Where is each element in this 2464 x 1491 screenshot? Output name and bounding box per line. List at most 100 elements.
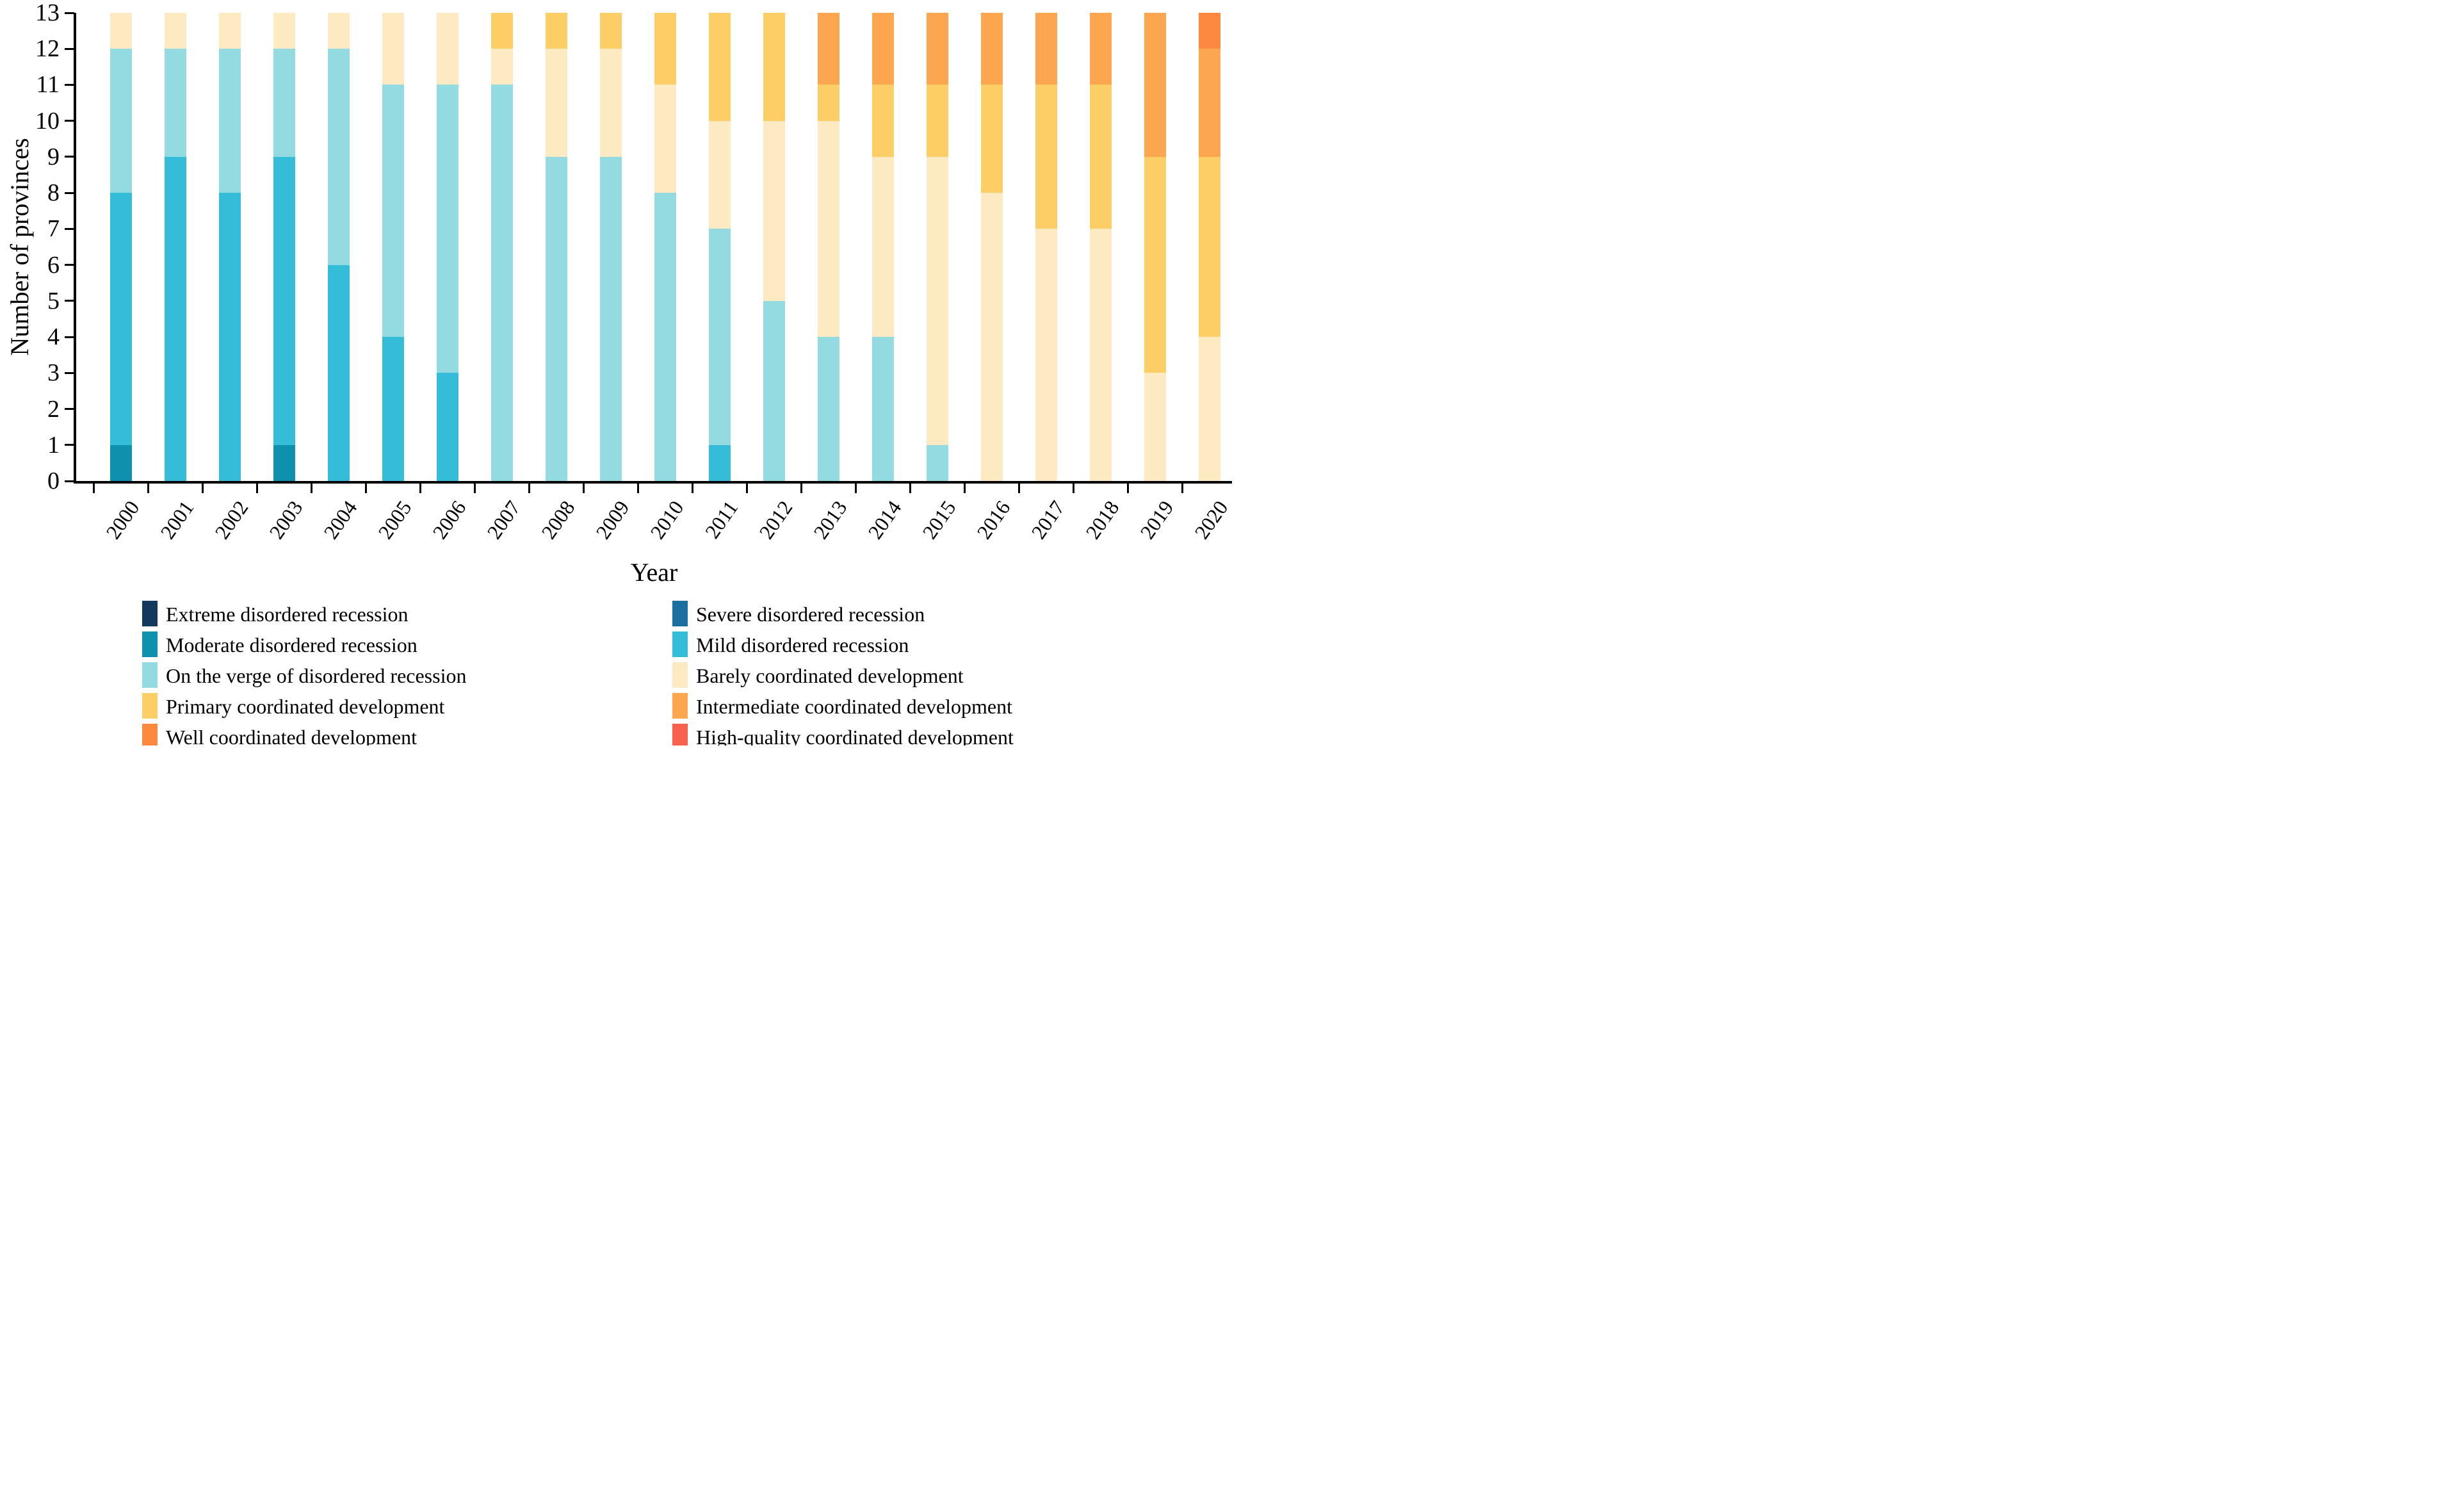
bar-segment (1199, 156, 1220, 338)
legend-label: Severe disordered recession (696, 603, 925, 626)
legend-item: High-quality coordinated development (672, 724, 1014, 745)
bar-segment (818, 13, 839, 85)
legend-item: Severe disordered recession (672, 601, 925, 628)
y-tick-label: 3 (47, 359, 60, 387)
legend-swatch (672, 724, 688, 745)
y-tick-label: 9 (47, 143, 60, 170)
bar-segment (709, 444, 731, 481)
y-axis-tick-mark (65, 47, 74, 50)
bar-segment (546, 13, 567, 49)
x-axis-tick-mark (1127, 484, 1129, 493)
legend-label: Extreme disordered recession (166, 603, 409, 626)
y-axis-tick-mark (65, 156, 74, 158)
x-axis-tick-mark (311, 484, 312, 493)
x-tick-label: 2020 (1190, 496, 1232, 544)
bar-segment (219, 49, 241, 193)
y-tick-label: 4 (47, 323, 60, 351)
legend-swatch (672, 601, 688, 626)
legend-item: Primary coordinated development (142, 693, 444, 720)
x-tick-label: 2011 (700, 496, 743, 543)
bar-segment (1144, 13, 1166, 157)
bar-segment (382, 85, 404, 338)
x-tick-label: 2000 (101, 496, 144, 544)
bar-segment (600, 156, 622, 481)
x-tick-label: 2017 (1026, 496, 1069, 544)
y-tick-label: 12 (35, 35, 60, 63)
x-tick-label: 2004 (319, 496, 362, 544)
x-axis-title: Year (630, 558, 678, 587)
bar-segment (709, 120, 731, 229)
y-tick-label: 1 (47, 431, 60, 459)
x-tick-label: 2005 (373, 496, 416, 544)
y-axis-tick-mark (65, 480, 74, 482)
bar-segment (437, 85, 458, 373)
x-axis-tick-mark (1018, 484, 1020, 493)
bar-segment (165, 156, 186, 481)
y-axis-tick-mark (65, 371, 74, 374)
bar-segment (818, 337, 839, 481)
bar-segment (1199, 13, 1220, 49)
x-axis-tick-mark (256, 484, 258, 493)
bar-segment (927, 13, 948, 85)
x-axis-tick-mark (474, 484, 476, 493)
x-tick-label: 2008 (537, 496, 580, 544)
x-tick-label: 2019 (1135, 496, 1178, 544)
bar-segment (1090, 85, 1112, 229)
legend-swatch (142, 631, 158, 657)
x-axis-tick-mark (1181, 484, 1183, 493)
bar-segment (654, 85, 676, 193)
y-axis-tick-mark (65, 227, 74, 230)
legend-swatch (142, 693, 158, 719)
bar-segment (1090, 229, 1112, 481)
bar-segment (927, 85, 948, 157)
x-axis-tick-mark (746, 484, 748, 493)
legend-swatch (142, 662, 158, 688)
legend-item: Barely coordinated development (672, 662, 964, 689)
bar-segment (328, 13, 350, 49)
x-tick-label: 2016 (972, 496, 1015, 544)
legend-label: Primary coordinated development (166, 695, 445, 718)
legend-label: Mild disordered recession (696, 633, 909, 656)
x-tick-label: 2014 (863, 496, 906, 544)
x-axis-tick-mark (202, 484, 204, 493)
y-tick-label: 6 (47, 251, 60, 279)
legend-label: Moderate disordered recession (166, 633, 417, 656)
legend-swatch (672, 662, 688, 688)
bar-segment (1090, 13, 1112, 85)
bar-segment (818, 85, 839, 121)
x-axis-tick-mark (909, 484, 911, 493)
legend-swatch (672, 693, 688, 719)
x-axis-tick-mark (637, 484, 639, 493)
bar-segment (273, 49, 295, 157)
x-tick-label: 2010 (645, 496, 688, 544)
bar-segment (382, 337, 404, 481)
bar-segment (1035, 229, 1057, 481)
bar-segment (437, 13, 458, 85)
x-axis-tick-mark (692, 484, 693, 493)
x-tick-label: 2006 (428, 496, 471, 544)
bar-segment (927, 156, 948, 445)
bar-segment (219, 13, 241, 49)
x-tick-label: 2013 (809, 496, 852, 544)
bar-segment (328, 265, 350, 481)
y-axis-tick-mark (65, 300, 74, 302)
bar-segment (872, 13, 894, 85)
y-axis-tick-mark (65, 191, 74, 194)
y-axis-tick-mark (65, 83, 74, 86)
bar-segment (1144, 156, 1166, 373)
y-axis-tick-mark (65, 444, 74, 446)
legend-swatch (672, 631, 688, 657)
bar-segment (328, 49, 350, 265)
x-tick-label: 2003 (264, 496, 307, 544)
bar-segment (654, 13, 676, 85)
bar-segment (165, 49, 186, 157)
bar-segment (491, 13, 513, 49)
legend-label: Barely coordinated development (696, 664, 964, 687)
legend-label: High-quality coordinated development (696, 726, 1014, 745)
x-tick-label: 2018 (1081, 496, 1124, 544)
x-axis-tick-mark (147, 484, 149, 493)
x-axis-tick-mark (528, 484, 530, 493)
y-tick-label: 13 (35, 0, 60, 26)
bar-segment (1199, 337, 1220, 481)
legend-item: Extreme disordered recession (142, 601, 409, 628)
